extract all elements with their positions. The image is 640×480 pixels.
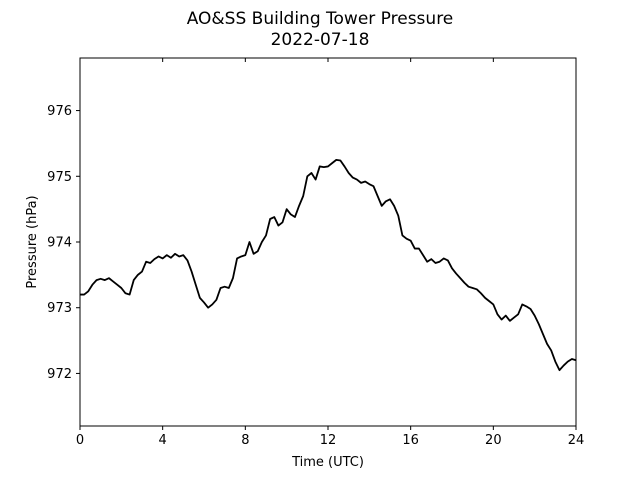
pressure-series-line xyxy=(80,158,577,372)
plot-frame xyxy=(79,57,577,427)
x-tick-label: 8 xyxy=(241,433,249,448)
y-tick-label: 975 xyxy=(47,170,72,185)
x-tick-label: 16 xyxy=(402,433,419,448)
y-axis-label: Pressure (hPa) xyxy=(25,195,40,288)
x-tick-label: 4 xyxy=(159,433,167,448)
axes: 0 4 8 12 16 20 24 972 973 974 975 976 xyxy=(47,58,584,448)
x-tick-label: 0 xyxy=(76,433,84,448)
y-tick-label: 973 xyxy=(47,301,72,316)
x-tick-label: 20 xyxy=(485,433,502,448)
y-tick-label: 974 xyxy=(47,236,72,251)
x-tick-label: 24 xyxy=(568,433,585,448)
y-tick-label: 972 xyxy=(47,367,72,382)
chart-title: AO&SS Building Tower Pressure xyxy=(187,9,454,29)
x-tick-label: 12 xyxy=(320,433,337,448)
chart-subtitle: 2022-07-18 xyxy=(271,30,370,50)
y-tick-label: 976 xyxy=(47,104,72,119)
x-axis-label: Time (UTC) xyxy=(291,455,364,470)
